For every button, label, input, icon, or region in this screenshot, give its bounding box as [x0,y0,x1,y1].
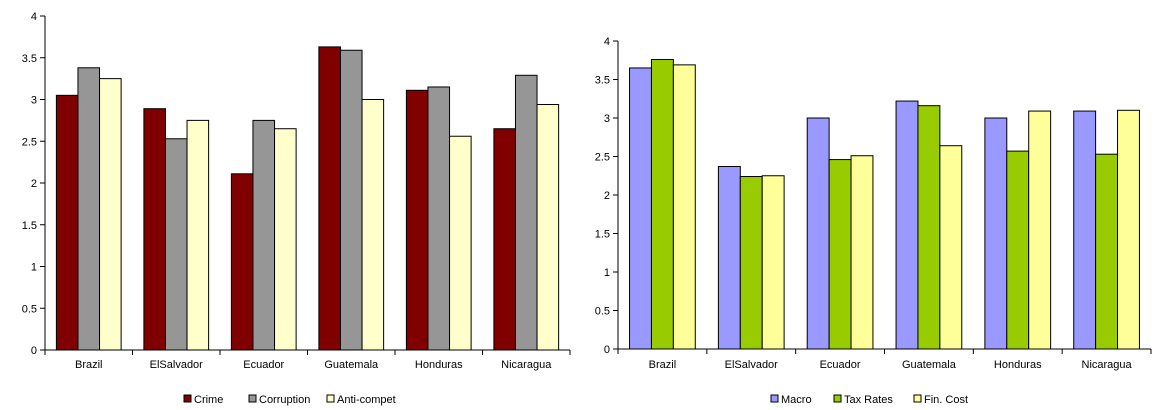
bar-tax-rates-honduras [1006,150,1030,350]
y-tick-label: 1 [604,267,610,279]
legend-label: Anti-compet [337,394,396,406]
bar-anti-compet-elsalvador [186,119,210,351]
bar-crime-honduras [405,89,429,351]
bar-fin-cost-nicaragua [1117,109,1140,350]
bar-tax-rates-elsalvador [739,176,763,350]
bar-macro-brazil [629,67,652,350]
y-tick-label: 0 [31,345,37,357]
x-category-label: Guatemala [902,359,957,371]
x-category-label: Ecuador [243,359,284,371]
bar-corruption-ecuador [252,119,276,351]
legend-swatch [770,394,779,403]
bar-fin-cost-brazil [672,64,696,350]
bar-corruption-nicaragua [514,74,538,351]
y-tick-label: 3 [604,113,610,125]
bar-anti-compet-nicaragua [536,104,560,351]
y-tick-label: 2 [604,190,610,202]
legend-label: Fin. Cost [924,394,968,406]
y-tick-label: 0.5 [22,303,37,315]
legend-swatch [326,394,335,403]
x-category-label: ElSalvador [150,359,204,371]
legend-swatch [833,394,842,403]
legend-swatch [183,394,192,403]
bar-tax-rates-brazil [650,58,674,350]
bar-corruption-brazil [77,67,101,351]
bar-fin-cost-ecuador [850,155,874,350]
bar-crime-ecuador [230,173,254,351]
legend-label: Tax Rates [844,394,893,406]
bar-anti-compet-guatemala [361,99,385,351]
bar-anti-compet-brazil [99,78,122,351]
bar-macro-honduras [984,117,1008,350]
y-tick-label: 3 [31,95,37,107]
bar-tax-rates-guatemala [917,105,941,350]
x-category-label: Guatemala [324,359,379,371]
y-tick-label: 3.5 [595,75,610,87]
x-category-label: Honduras [415,359,463,371]
legend-swatch [248,394,257,403]
x-category-label: Nicaragua [1082,359,1133,371]
bar-macro-elsalvador [717,166,741,350]
legend-label: Macro [781,394,812,406]
bar-fin-cost-elsalvador [761,175,785,350]
y-tick-label: 4 [604,36,610,48]
bar-crime-brazil [55,94,79,351]
bar-crime-elsalvador [143,108,166,351]
legend-swatch [913,394,922,403]
legend-label: Corruption [259,394,310,406]
x-category-label: ElSalvador [725,359,779,371]
bar-corruption-honduras [427,86,451,351]
chart-left: 0 0.5 1 1.5 2 2.5 3 3.5 4 Brazil ElSalvador Ecuador… [22,11,571,406]
bar-crime-guatemala [318,46,341,351]
x-category-label: Honduras [994,359,1042,371]
bar-macro-nicaragua [1073,110,1097,350]
chart-right: 0 0.5 1 1.5 2 2.5 3 3.5 4 Brazil ElSalvador Ecuador… [595,36,1152,406]
bar-tax-rates-ecuador [828,159,852,350]
legend: Crime Corruption Anti-compet [183,394,396,406]
x-category-label: Nicaragua [501,359,552,371]
y-tick-label: 0 [604,344,610,356]
bar-macro-guatemala [895,100,919,350]
bars [55,46,560,351]
bar-anti-compet-ecuador [274,128,297,351]
x-category-label: Brazil [75,359,103,371]
bar-crime-nicaragua [493,128,516,351]
bar-corruption-guatemala [339,49,363,351]
x-category-label: Ecuador [820,359,861,371]
y-tick-label: 1 [31,262,37,274]
y-tick-label: 1.5 [22,220,37,232]
bars [629,58,1140,350]
y-tick-label: 1.5 [595,229,610,241]
x-category-label: Brazil [649,359,677,371]
y-tick-label: 0.5 [595,306,610,318]
y-tick-label: 4 [31,11,37,23]
y-tick-label: 2.5 [595,152,610,164]
bar-corruption-elsalvador [164,138,188,351]
bar-tax-rates-nicaragua [1095,153,1119,350]
legend: Macro Tax Rates Fin. Cost [770,394,968,406]
y-tick-label: 2.5 [22,136,37,148]
bar-macro-ecuador [806,117,830,350]
y-tick-label: 3.5 [22,53,37,65]
bar-anti-compet-honduras [449,135,472,351]
y-tick-label: 2 [31,178,37,190]
bar-fin-cost-honduras [1028,110,1052,350]
bar-fin-cost-guatemala [939,145,963,350]
legend-label: Crime [194,394,223,406]
